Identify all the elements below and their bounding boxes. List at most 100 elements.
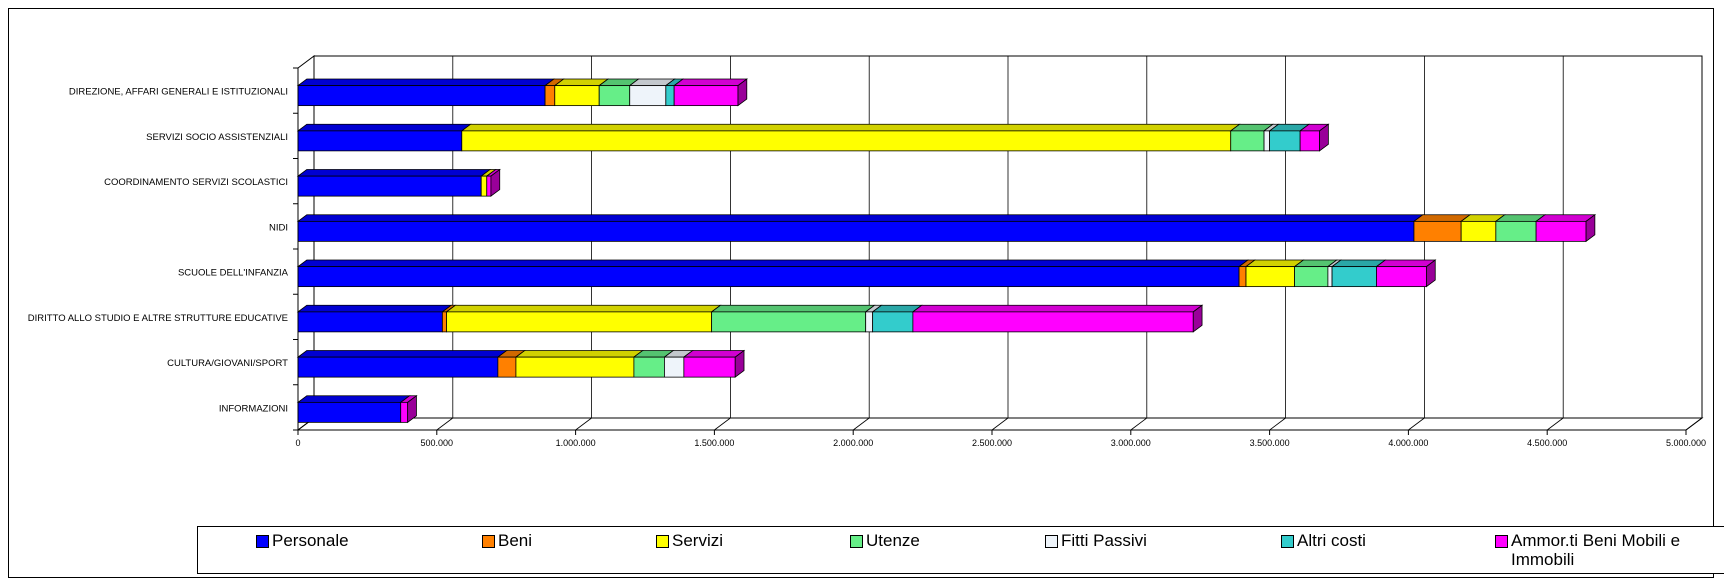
legend-item-utenze: Utenze	[850, 531, 1036, 550]
bar-segment-fitti-passivi	[664, 356, 685, 378]
legend-swatch-fitti-passivi	[1045, 535, 1058, 548]
floor-gridline	[991, 417, 1009, 431]
floor-gridline	[1130, 417, 1148, 431]
bar-segment-utenze	[633, 356, 665, 378]
bar-segment-personale	[297, 311, 443, 333]
bar-segment-beni	[1413, 220, 1462, 242]
legend-item-altri-costi: Altri costi	[1281, 531, 1467, 550]
bar-segment-personale	[297, 266, 1240, 288]
category-label: INFORMAZIONI	[219, 403, 288, 414]
x-tick-label: 3.500.000	[1250, 438, 1290, 448]
bar-segment-servizi	[461, 130, 1232, 152]
bar-segment-ammor-ti-beni-mobili-e-immobili	[400, 401, 409, 423]
bar-end-face	[407, 394, 417, 424]
category-label: NIDI	[269, 222, 288, 233]
x-tick-label: 0	[295, 438, 300, 448]
bar-segment-personale	[297, 220, 1415, 242]
floor-gridline	[436, 417, 454, 431]
legend-item-ammortamenti: Ammor.ti Beni Mobili e Immobili	[1495, 531, 1681, 569]
bar-segment-beni	[1238, 266, 1247, 288]
bar-segment-servizi	[480, 175, 488, 197]
bar-top-face	[296, 350, 508, 358]
bar-segment-altri-costi	[872, 311, 914, 333]
bar-segment-personale	[297, 401, 402, 423]
bar-segment-altri-costi	[1331, 266, 1377, 288]
category-label: SERVIZI SOCIO ASSISTENZIALI	[146, 132, 288, 143]
bar-top-face	[682, 350, 746, 358]
legend-label-personale: Personale	[272, 531, 349, 550]
bar-segment-altri-costi	[1269, 130, 1301, 152]
floor-gridline	[714, 417, 731, 431]
bar-segment-utenze	[711, 311, 867, 333]
x-tick-label: 2.500.000	[972, 438, 1012, 448]
bar-top-face	[296, 214, 1424, 222]
bar-segment-beni	[441, 311, 447, 333]
bar-segment-personale	[297, 85, 546, 107]
category-label: SCUOLE DELL'INFANZIA	[178, 268, 289, 279]
bar-end-face	[1585, 213, 1596, 243]
legend-label-utenze: Utenze	[866, 531, 920, 550]
bar-end-face	[1426, 259, 1436, 288]
bar-top-face	[672, 78, 748, 87]
bar-segment-ammor-ti-beni-mobili-e-immobili	[683, 356, 736, 378]
bar-end-face	[1192, 304, 1203, 333]
bar-top-face	[445, 304, 722, 313]
bar-top-face	[1375, 259, 1437, 268]
bar-segment-fitti-passivi	[1327, 266, 1333, 288]
x-tick-label: 1.500.000	[694, 438, 734, 448]
bar-segment-ammor-ti-beni-mobili-e-immobili	[1376, 266, 1427, 288]
bar-top-face	[460, 123, 1241, 132]
bar-segment-ammor-ti-beni-mobili-e-immobili	[486, 175, 492, 197]
x-tick-label: 500.000	[421, 438, 454, 448]
bar-end-face	[737, 78, 748, 107]
legend-swatch-ammortamenti	[1495, 535, 1508, 548]
bar-segment-personale	[297, 356, 499, 378]
bar-top-face	[296, 169, 492, 177]
floor-gridline	[575, 417, 592, 431]
bar-top-face	[296, 78, 556, 87]
bar-segment-utenze	[1294, 266, 1329, 288]
bar-end-face	[490, 168, 501, 197]
bar-top-face	[296, 395, 411, 403]
bar-top-face	[1244, 259, 1305, 268]
bar-segment-personale	[297, 130, 463, 152]
bar-segment-beni	[544, 85, 556, 107]
bar-segment-utenze	[1230, 130, 1265, 152]
legend-swatch-personale	[256, 535, 269, 548]
legend-label-beni: Beni	[498, 531, 533, 550]
category-label: DIREZIONE, AFFARI GENERALI E ISTITUZIONA…	[69, 87, 288, 98]
bar-top-face	[296, 123, 472, 132]
bar-segment-ammor-ti-beni-mobili-e-immobili	[912, 311, 1194, 333]
legend-label-fitti-passivi: Fitti Passivi	[1061, 531, 1147, 550]
bar-segment-ammor-ti-beni-mobili-e-immobili	[1299, 130, 1320, 152]
legend-item-personale: Personale	[256, 531, 442, 550]
category-label: DIRITTO ALLO STUDIO E ALTRE STRUTTURE ED…	[28, 313, 288, 324]
legend-swatch-servizi	[656, 535, 669, 548]
floor-gridline	[1408, 417, 1425, 431]
bar-segment-ammor-ti-beni-mobili-e-immobili	[673, 85, 739, 107]
bar-top-face	[296, 259, 1250, 268]
bar-top-face	[514, 350, 644, 358]
legend-swatch-altri-costi	[1281, 535, 1294, 548]
bar-segment-servizi	[1245, 266, 1295, 288]
legend: Personale Beni Servizi Utenze Fitti Pass…	[197, 526, 1724, 574]
x-tick-label: 1.000.000	[556, 438, 596, 448]
floor-gridline	[1269, 417, 1286, 431]
x-tick-label: 5.000.000	[1666, 438, 1706, 448]
category-label: CULTURA/GIOVANI/SPORT	[167, 358, 288, 369]
legend-label-ammortamenti: Ammor.ti Beni Mobili e Immobili	[1511, 531, 1681, 569]
bar-end-face	[734, 349, 745, 378]
bar-top-face	[1412, 214, 1472, 222]
bar-segment-ammor-ti-beni-mobili-e-immobili	[1535, 220, 1587, 242]
legend-swatch-utenze	[850, 535, 863, 548]
bar-segment-servizi	[515, 356, 635, 378]
bar-segment-fitti-passivi	[1263, 130, 1270, 152]
floor-gridline	[852, 417, 870, 431]
bar-top-face	[710, 304, 876, 313]
bar-segment-fitti-passivi	[629, 85, 667, 107]
bar-segment-beni	[497, 356, 517, 378]
legend-item-fitti-passivi: Fitti Passivi	[1045, 531, 1231, 550]
bar-segment-altri-costi	[665, 85, 675, 107]
bar-segment-personale	[297, 175, 482, 197]
